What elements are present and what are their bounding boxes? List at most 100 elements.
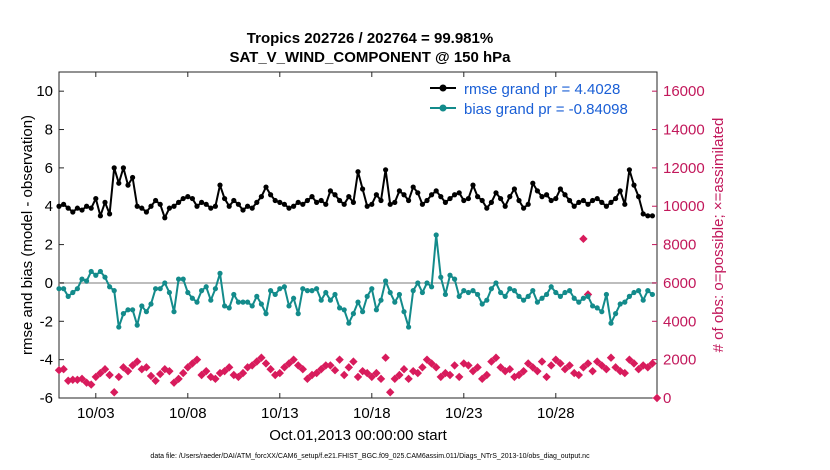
rmse-point — [61, 201, 67, 207]
assimilated-point — [202, 366, 211, 376]
rmse-point — [79, 207, 85, 213]
bias-point — [498, 289, 504, 296]
rmse-point — [235, 201, 241, 207]
rmse-point — [272, 197, 278, 204]
bias-point — [585, 293, 591, 299]
bias-point — [507, 286, 513, 292]
assimilated-point — [340, 370, 349, 380]
rmse-point — [406, 197, 412, 204]
bias-point — [139, 303, 145, 309]
rmse-point — [222, 195, 228, 202]
rmse-point — [314, 199, 320, 205]
assimilated-point — [110, 388, 119, 397]
assimilated-point — [188, 359, 197, 368]
assimilated-point — [560, 365, 570, 374]
assimilated-edge-point — [652, 393, 662, 403]
rmse-point — [277, 199, 283, 205]
bias-point — [599, 309, 605, 315]
bias-point — [249, 303, 255, 309]
bias-point — [484, 297, 490, 303]
assimilated-point — [261, 359, 271, 368]
rmse-point — [530, 180, 536, 186]
x-tick-label: 10/23 — [445, 405, 483, 422]
bias-point — [557, 293, 564, 299]
x-axis: 10/03 10/08 10/13 10/18 10/23 10/28 — [77, 72, 575, 422]
y-tick-label: 8 — [45, 122, 53, 139]
bias-point — [645, 288, 651, 294]
bias-point — [171, 309, 177, 315]
rmse-point — [84, 203, 90, 209]
y-tick-label: 6 — [45, 160, 53, 177]
bias-point — [189, 295, 195, 301]
bias-point — [470, 288, 476, 294]
chart-subtitle: SAT_V_WIND_COMPONENT @ 150 hPa — [229, 49, 511, 66]
rmse-point — [516, 197, 522, 204]
assimilated-point — [436, 372, 445, 382]
y2-tick-label: 12000 — [663, 160, 705, 177]
assimilated-point — [252, 357, 261, 366]
assimilated-point — [372, 368, 381, 378]
legend: rmse grand pr = 4.4028 bias grand pr = -… — [430, 81, 628, 118]
rmse-point — [199, 199, 205, 205]
assimilated-point — [542, 372, 551, 382]
assimilated-point — [294, 361, 303, 370]
bias-point — [212, 286, 218, 292]
bias-point — [626, 293, 633, 299]
rmse-point — [120, 165, 126, 171]
y-tick-label: 0 — [45, 275, 53, 292]
bias-point — [268, 288, 274, 294]
bias-point — [355, 299, 361, 305]
assimilated-point — [119, 363, 128, 372]
bias-point — [258, 301, 264, 307]
bias-point — [502, 293, 508, 299]
assimilated-point — [82, 378, 91, 387]
rmse-point — [608, 199, 614, 205]
assimilated-point — [565, 361, 574, 370]
assimilated-point — [220, 366, 229, 376]
bias-point — [74, 286, 80, 292]
bias-point — [608, 320, 614, 326]
legend-rmse-label: rmse grand pr = 4.4028 — [464, 81, 620, 98]
bias-point — [530, 288, 536, 294]
rmse-point — [562, 192, 568, 198]
rmse-point — [470, 182, 476, 188]
rmse-point — [125, 182, 131, 188]
rmse-point — [300, 201, 306, 207]
rmse-point — [286, 205, 292, 211]
bias-point — [360, 309, 366, 315]
bias-point — [617, 301, 623, 307]
assimilated-point — [151, 376, 160, 385]
assimilated-point — [303, 374, 312, 384]
bias-point — [318, 297, 324, 303]
y2-tick-label: 16000 — [663, 83, 705, 100]
bias-point — [346, 320, 352, 326]
assimilated-point — [363, 368, 372, 378]
rmse-point — [585, 201, 591, 207]
assimilated-point — [142, 363, 151, 372]
bias-point — [636, 288, 642, 294]
bias-point — [125, 307, 131, 313]
assimilated-point — [505, 365, 514, 374]
y-tick-label: 10 — [36, 83, 53, 100]
bias-point — [461, 288, 467, 294]
bias-point — [84, 278, 90, 284]
assimilated-point — [496, 363, 505, 372]
rmse-point — [613, 195, 619, 202]
assimilated-point — [413, 368, 422, 378]
bias-point — [511, 288, 517, 294]
rmse-point — [525, 201, 531, 207]
rmse-point — [180, 195, 186, 202]
rmse-point — [323, 201, 329, 207]
rmse-point — [590, 197, 596, 204]
bias-point — [447, 272, 453, 278]
rmse-point — [594, 195, 600, 202]
rmse-point — [295, 199, 301, 205]
bias-point — [120, 311, 126, 317]
bias-point — [97, 268, 103, 275]
rmse-point — [134, 203, 140, 209]
assimilated-point — [606, 353, 616, 362]
assimilated-point — [583, 359, 593, 368]
bias-point — [369, 286, 375, 292]
assimilated-point — [156, 369, 165, 379]
bias-point — [479, 301, 485, 307]
